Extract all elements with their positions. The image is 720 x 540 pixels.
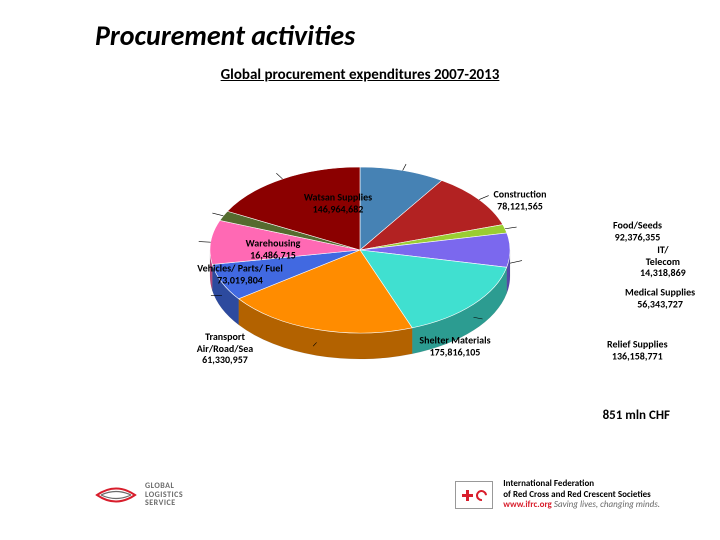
lbl-transport: Transport Air/Road/Sea61,330,957 <box>197 331 254 366</box>
ifrc-mark-icon <box>455 481 493 509</box>
lbl-vehicles: Vehicles/ Parts/ Fuel73,019,804 <box>197 263 283 286</box>
logo-ifrc: International Federation of Red Cross an… <box>455 479 660 510</box>
lbl-relief-supplies: Relief Supplies136,158,771 <box>607 339 668 362</box>
lbl-it-telecom: IT/ Telecom14,318,869 <box>640 244 686 279</box>
gls-mark-icon <box>95 480 137 510</box>
chart-subtitle: Global procurement expenditures 2007-201… <box>0 66 720 84</box>
total-value: 851 mln CHF <box>603 408 670 423</box>
gls-text: GLOBAL LOGISTICS SERVICE <box>145 482 183 508</box>
ifrc-text: International Federation of Red Cross an… <box>503 479 660 510</box>
pie-chart: Construction78,121,565Food/Seeds92,376,3… <box>145 100 575 400</box>
lbl-construction: Construction78,121,565 <box>493 189 546 212</box>
slide: Procurement activities Global procuremen… <box>0 0 720 540</box>
lbl-medical-supplies: Medical Supplies56,343,727 <box>625 287 695 310</box>
footer-logos: GLOBAL LOGISTICS SERVICE International F… <box>95 472 660 518</box>
page-title: Procurement activities <box>95 18 355 53</box>
lbl-watsan-supplies: Watsan Supplies146,964,682 <box>304 192 372 215</box>
logo-gls: GLOBAL LOGISTICS SERVICE <box>95 480 183 510</box>
red-cross-icon <box>462 490 473 501</box>
red-crescent-icon <box>473 487 488 502</box>
lbl-warehousing: Warehousing16,486,715 <box>246 238 301 261</box>
lbl-food-seeds: Food/Seeds92,376,355 <box>613 220 662 243</box>
lbl-shelter-materials: Shelter Materials175,816,105 <box>419 335 490 358</box>
